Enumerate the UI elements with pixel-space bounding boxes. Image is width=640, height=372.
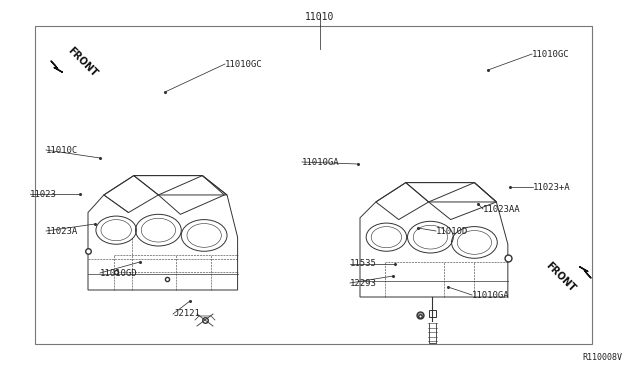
Text: 11023+A: 11023+A xyxy=(533,183,571,192)
Text: R110008V: R110008V xyxy=(582,353,622,362)
Bar xyxy=(429,310,436,317)
Text: 11010GC: 11010GC xyxy=(225,60,262,68)
Text: 11010GA: 11010GA xyxy=(302,157,340,167)
Text: J2121: J2121 xyxy=(173,310,200,318)
Text: 11010D: 11010D xyxy=(436,227,468,235)
Bar xyxy=(35,26,592,344)
Text: 11010GA: 11010GA xyxy=(472,291,509,299)
Text: 11010GC: 11010GC xyxy=(532,49,570,58)
Text: 11010: 11010 xyxy=(305,12,335,22)
Text: 11023AA: 11023AA xyxy=(483,205,520,214)
Text: 11535: 11535 xyxy=(350,260,377,269)
Text: 11010GD: 11010GD xyxy=(100,269,138,278)
Text: 11023A: 11023A xyxy=(46,227,78,235)
Text: 11010C: 11010C xyxy=(46,145,78,154)
Text: 12293: 12293 xyxy=(350,279,377,288)
Text: 11023: 11023 xyxy=(30,189,57,199)
Text: FRONT: FRONT xyxy=(65,45,99,79)
Text: FRONT: FRONT xyxy=(543,260,577,294)
